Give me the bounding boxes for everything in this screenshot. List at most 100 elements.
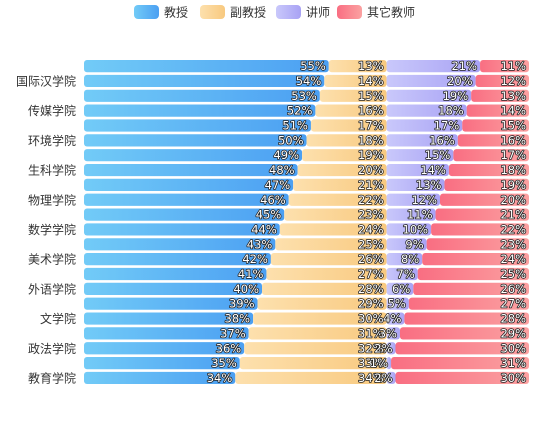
bar-segment-other-teacher[interactable]	[453, 149, 529, 162]
bar-segment-associate-professor[interactable]	[253, 312, 387, 325]
bar-segment-professor[interactable]	[84, 327, 249, 340]
bar-segment-other-teacher[interactable]	[448, 163, 529, 177]
bar-segment-professor[interactable]	[84, 282, 262, 295]
bar-segment-other-teacher[interactable]	[466, 104, 529, 117]
bar-segment-other-teacher[interactable]	[391, 357, 529, 370]
bar-segment-professor[interactable]	[84, 89, 320, 102]
bar-segment-lecturer[interactable]	[386, 134, 458, 147]
bar-segment-other-teacher[interactable]	[422, 253, 529, 266]
data-label: 50%	[278, 133, 304, 147]
bar-segment-professor[interactable]	[84, 253, 271, 266]
bar-segment-lecturer[interactable]	[386, 267, 418, 281]
bar-segment-lecturer[interactable]	[386, 342, 396, 355]
bar-segment-associate-professor[interactable]	[239, 357, 387, 370]
bar-segment-lecturer[interactable]	[386, 193, 440, 206]
bar-segment-professor[interactable]	[84, 163, 298, 177]
bar-segment-lecturer[interactable]	[386, 327, 400, 340]
data-label: 26%	[500, 282, 526, 296]
bar-segment-other-teacher[interactable]	[426, 238, 529, 251]
bar-segment-other-teacher[interactable]	[475, 74, 529, 88]
bar-segment-professor[interactable]	[84, 104, 316, 117]
bar-segment-lecturer[interactable]	[386, 223, 432, 236]
bar-segment-professor[interactable]	[84, 223, 280, 236]
data-label: 44%	[251, 222, 277, 236]
bar-segment-professor[interactable]	[84, 134, 307, 147]
bar-segment-lecturer[interactable]	[386, 312, 405, 325]
bar-segment-professor[interactable]	[84, 208, 285, 221]
bar-segment-lecturer[interactable]	[386, 282, 414, 295]
bar-segment-lecturer[interactable]	[386, 208, 436, 221]
bar-segment-lecturer[interactable]	[386, 74, 476, 88]
bar-segment-associate-professor[interactable]	[310, 119, 387, 132]
bar-segment-professor[interactable]	[84, 357, 240, 370]
data-label: 12%	[500, 74, 526, 88]
bar-segment-lecturer[interactable]	[386, 149, 454, 162]
bar-segment-lecturer[interactable]	[386, 238, 427, 251]
bar-segment-professor[interactable]	[84, 149, 303, 162]
bar-segment-associate-professor[interactable]	[293, 178, 387, 191]
bar-segment-professor[interactable]	[84, 74, 325, 88]
bar-segment-professor[interactable]	[84, 342, 245, 355]
bar-segment-associate-professor[interactable]	[306, 134, 387, 147]
bar-segment-lecturer[interactable]	[386, 163, 449, 177]
bar-segment-other-teacher[interactable]	[399, 327, 529, 340]
bar-segment-other-teacher[interactable]	[480, 60, 529, 73]
bar-segment-professor[interactable]	[84, 312, 254, 325]
bar-segment-associate-professor[interactable]	[266, 267, 387, 281]
bar-segment-professor[interactable]	[84, 297, 258, 310]
bar-segment-lecturer[interactable]	[386, 60, 481, 73]
bar-segment-other-teacher[interactable]	[444, 178, 529, 191]
bar-segment-lecturer[interactable]	[386, 178, 445, 191]
bar-segment-lecturer[interactable]	[386, 104, 467, 117]
bar-segment-other-teacher[interactable]	[395, 342, 530, 355]
bar-segment-associate-professor[interactable]	[328, 60, 387, 73]
bar-segment-associate-professor[interactable]	[319, 89, 387, 102]
bar-segment-associate-professor[interactable]	[324, 74, 387, 88]
bar-segment-other-teacher[interactable]	[435, 208, 529, 221]
bar-segment-other-teacher[interactable]	[413, 282, 529, 295]
bar-segment-associate-professor[interactable]	[284, 208, 387, 221]
bar-segment-associate-professor[interactable]	[275, 238, 387, 251]
bar-segment-associate-professor[interactable]	[279, 223, 387, 236]
bar-segment-lecturer[interactable]	[386, 371, 396, 385]
bar-segment-professor[interactable]	[84, 371, 236, 385]
bar-segment-associate-professor[interactable]	[257, 297, 387, 310]
bar-segment-lecturer[interactable]	[386, 89, 472, 102]
bar-segment-other-teacher[interactable]	[440, 193, 529, 206]
bar-segment-associate-professor[interactable]	[235, 371, 387, 385]
bar-segment-professor[interactable]	[84, 119, 311, 132]
bar-segment-professor[interactable]	[84, 267, 267, 281]
legend-item-professor[interactable]: 教授	[134, 5, 188, 20]
legend-item-lecturer[interactable]: 讲师	[276, 5, 330, 20]
bar-segment-associate-professor[interactable]	[248, 327, 387, 340]
bar-segment-other-teacher[interactable]	[471, 89, 529, 102]
bar-segment-other-teacher[interactable]	[462, 119, 529, 132]
bar-segment-associate-professor[interactable]	[315, 104, 387, 117]
data-label: 14%	[500, 104, 526, 118]
bar-segment-other-teacher[interactable]	[431, 223, 529, 236]
legend-item-other-teacher[interactable]: 其它教师	[337, 5, 415, 20]
bar-segment-lecturer[interactable]	[386, 119, 463, 132]
bar-segment-professor[interactable]	[84, 60, 329, 73]
bar-segment-professor[interactable]	[84, 193, 289, 206]
bar-segment-associate-professor[interactable]	[262, 282, 387, 295]
bar-segment-other-teacher[interactable]	[404, 312, 529, 325]
bar-segment-associate-professor[interactable]	[244, 342, 387, 355]
bar-segment-professor[interactable]	[84, 238, 276, 251]
bar-segment-associate-professor[interactable]	[297, 163, 387, 177]
data-label: 14%	[358, 74, 384, 88]
bar-segment-professor[interactable]	[84, 178, 294, 191]
legend-item-associate-professor[interactable]: 副教授	[200, 5, 266, 20]
bar-segment-other-teacher[interactable]	[457, 134, 529, 147]
bar-segment-other-teacher[interactable]	[408, 297, 529, 310]
bar-segment-associate-professor[interactable]	[288, 193, 387, 206]
bar-segment-lecturer[interactable]	[386, 297, 409, 310]
bar-segment-other-teacher[interactable]	[417, 267, 529, 281]
bar-segment-other-teacher[interactable]	[395, 371, 530, 385]
data-label: 41%	[238, 267, 264, 281]
bar-segment-lecturer[interactable]	[386, 253, 423, 266]
bar-segment-associate-professor[interactable]	[302, 149, 387, 162]
bar-segment-lecturer[interactable]	[386, 357, 392, 370]
bar-segment-associate-professor[interactable]	[270, 253, 387, 266]
data-label: 7%	[397, 267, 415, 281]
